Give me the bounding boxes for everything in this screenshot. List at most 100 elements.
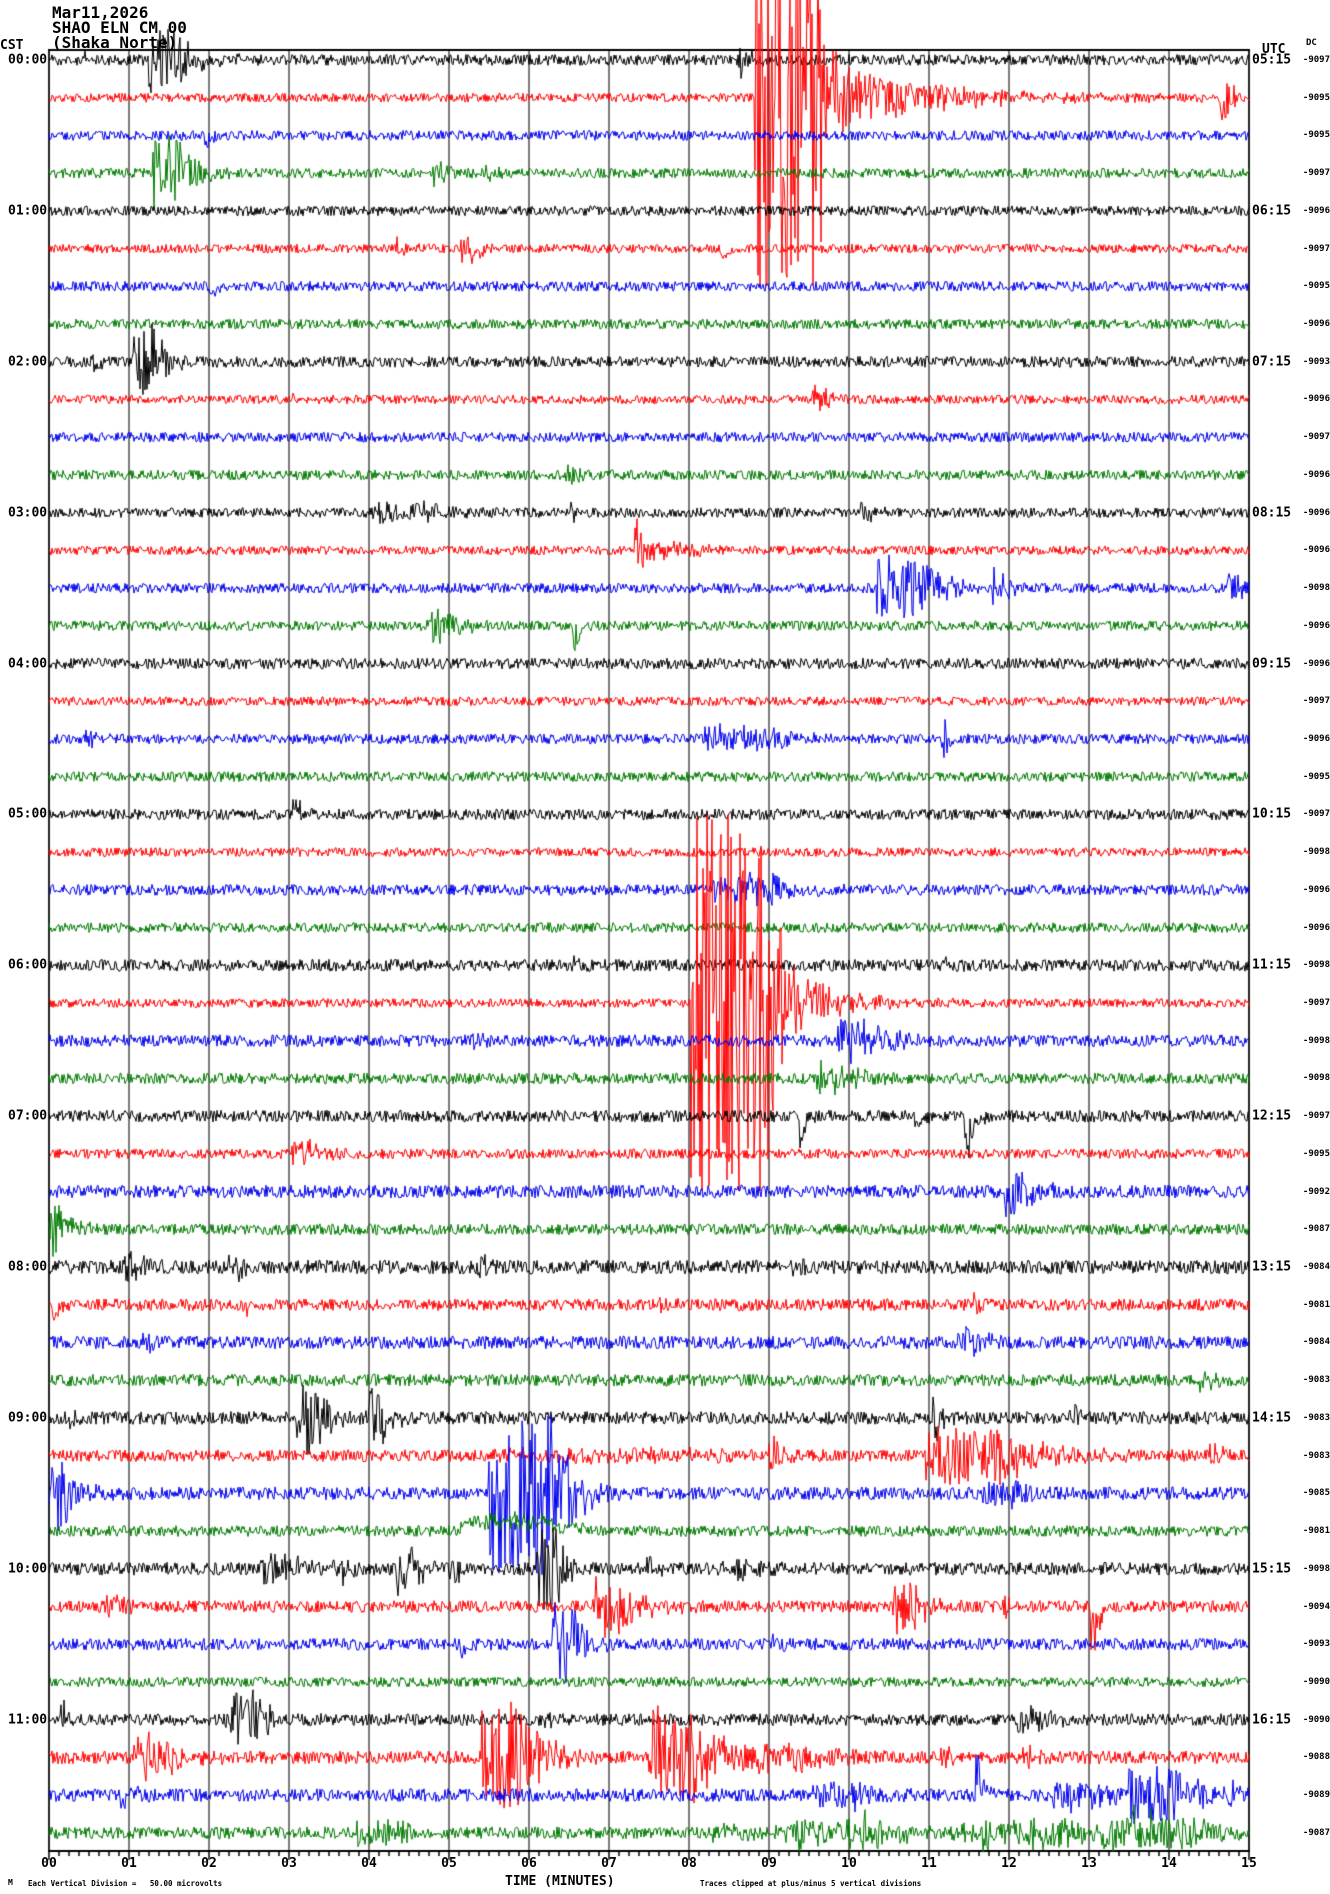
dc-value: -9083 [1302,1450,1330,1461]
x-tick-label: 12 [1001,1856,1017,1871]
dc-value: -9095 [1302,771,1330,782]
dc-value: -9084 [1302,1262,1330,1273]
footer-clip-note: Traces clipped at plus/minus 5 vertical … [700,1879,922,1888]
cst-hour-label: 09:00 [8,1410,48,1426]
dc-value: -9096 [1302,469,1330,480]
utc-hour-label: 14:15 [1252,1410,1292,1426]
dc-value: -9097 [1302,809,1330,820]
dc-value: -9095 [1302,92,1330,103]
x-tick-label: 09 [761,1856,777,1871]
dc-value: -9096 [1302,658,1330,669]
dc-value: -9095 [1302,130,1330,141]
dc-value: -9096 [1302,733,1330,744]
dc-value: -9093 [1302,356,1330,367]
dc-value: -9090 [1302,1676,1330,1687]
dc-value: -9090 [1302,1714,1330,1725]
dc-value: -9097 [1302,243,1330,254]
cst-hour-label: 01:00 [8,203,48,219]
utc-hour-label: 11:15 [1252,957,1292,973]
dc-value: -9097 [1302,1111,1330,1122]
cst-hour-label: 11:00 [8,1712,48,1728]
x-tick-label: 10 [841,1856,857,1871]
dc-value: -9096 [1302,884,1330,895]
x-tick-label: 08 [681,1856,697,1871]
utc-hour-label: 16:15 [1252,1712,1292,1728]
cst-hour-label: 03:00 [8,505,48,521]
dc-value: -9096 [1302,545,1330,556]
dc-value: -9096 [1302,507,1330,518]
utc-hour-label: 10:15 [1252,806,1292,822]
footer-mark: M [8,1878,13,1887]
dc-value: -9083 [1302,1375,1330,1386]
dc-header-label: DC [1306,38,1317,48]
dc-value: -9096 [1302,319,1330,330]
x-tick-label: 07 [601,1856,617,1871]
utc-hour-label: 15:15 [1252,1561,1292,1577]
dc-value: -9096 [1302,922,1330,933]
x-tick-label: 00 [41,1856,57,1871]
utc-hour-label: 08:15 [1252,505,1292,521]
dc-value: -9094 [1302,1601,1330,1612]
dc-value: -9098 [1302,1563,1330,1574]
dc-value: -9097 [1302,55,1330,65]
dc-value: -9095 [1302,281,1330,292]
cst-hour-label: 06:00 [8,957,48,973]
x-tick-label: 06 [521,1856,537,1871]
utc-hour-label: 06:15 [1252,203,1292,219]
x-tick-label: 13 [1081,1856,1097,1871]
utc-hour-label: 12:15 [1252,1108,1292,1124]
dc-value: -9098 [1302,847,1330,858]
x-tick-label: 05 [441,1856,457,1871]
dc-value: -9088 [1302,1752,1330,1763]
dc-value: -9087 [1302,1827,1330,1838]
x-tick-label: 14 [1161,1856,1177,1871]
dc-value: -9084 [1302,1337,1330,1348]
cst-hour-label: 02:00 [8,354,48,370]
utc-hour-label: 05:15 [1252,52,1292,68]
dc-value: -9098 [1302,960,1330,971]
cst-hour-label: 08:00 [8,1259,48,1275]
dc-value: -9097 [1302,168,1330,179]
x-tick-label: 03 [281,1856,297,1871]
x-tick-label: 04 [361,1856,377,1871]
dc-value: -9087 [1302,1224,1330,1235]
cst-hour-label: 10:00 [8,1561,48,1577]
dc-value: -9083 [1302,1412,1330,1423]
dc-value: -9096 [1302,205,1330,216]
dc-value: -9098 [1302,1035,1330,1046]
dc-value: -9096 [1302,394,1330,405]
utc-hour-label: 09:15 [1252,656,1292,672]
dc-value: -9081 [1302,1526,1330,1537]
dc-value: -9095 [1302,1148,1330,1159]
x-tick-label: 11 [921,1856,937,1871]
x-tick-label: 02 [201,1856,217,1871]
header-station: SHAO ELN CM 00 [52,18,187,37]
dc-value: -9093 [1302,1639,1330,1650]
x-tick-label: 15 [1241,1856,1257,1871]
dc-value: -9081 [1302,1299,1330,1310]
header-site: (Shaka Norte) [52,33,178,52]
utc-hour-label: 13:15 [1252,1259,1292,1275]
cst-hour-label: 07:00 [8,1108,48,1124]
dc-value: -9096 [1302,620,1330,631]
dc-value: -9097 [1302,696,1330,707]
cst-hour-label: 00:00 [8,52,48,68]
header-date: Mar11,2026 [52,3,149,22]
x-axis-title: TIME (MINUTES) [505,1874,615,1889]
x-tick-label: 01 [121,1856,137,1871]
dc-value: -9098 [1302,1073,1330,1084]
cst-timezone-label: CST [0,38,24,53]
dc-value: -9092 [1302,1186,1330,1197]
dc-value: -9097 [1302,998,1330,1008]
utc-hour-label: 07:15 [1252,354,1292,370]
dc-value: -9098 [1302,583,1330,594]
cst-hour-label: 04:00 [8,656,48,672]
dc-value: -9085 [1302,1488,1330,1499]
utc-timezone-label: UTC [1262,42,1286,57]
dc-value: -9089 [1302,1790,1330,1801]
cst-hour-label: 05:00 [8,806,48,822]
footer-scale-note: Each Vertical Division = 50.00 microvolt… [28,1879,223,1888]
dc-value: -9097 [1302,432,1330,443]
